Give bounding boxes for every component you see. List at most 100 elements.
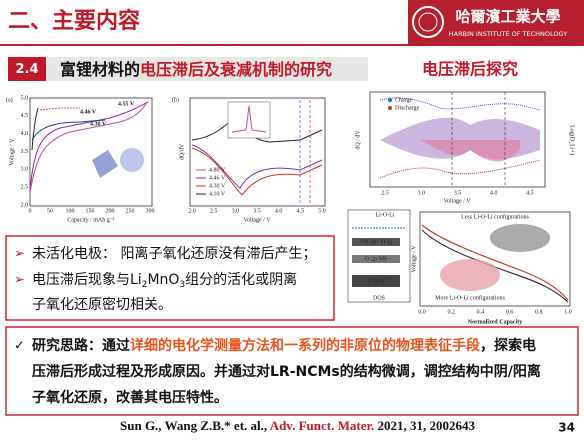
- figure-label: 4.5: [526, 190, 534, 196]
- curve: [31, 119, 106, 141]
- figure-label: 3.0: [418, 190, 426, 196]
- figure-label: 3.5: [253, 208, 261, 214]
- section-title-red: 电压滞后及衰减机制的研究: [140, 60, 332, 79]
- figure-c: dQ / dV Log(D_Li+) Voltage / V 2.5 3.0 3.5 4.0…: [355, 91, 576, 204]
- figure-label: 2.0: [21, 202, 29, 208]
- curve: [191, 147, 323, 196]
- figure-label: 0.0: [418, 309, 426, 315]
- approach-box: [5, 326, 579, 416]
- side-title: 电压滞后探究: [422, 60, 518, 79]
- figure-label: Li-O-Li: [376, 212, 395, 218]
- figure-label: 2.5: [21, 185, 29, 191]
- header-title: 二、主要内容: [8, 8, 140, 34]
- crystal-image: [120, 148, 144, 172]
- subscript: 2: [142, 280, 148, 290]
- citation: Sun G., Wang Z.B.* et. al., Adv. Funct. …: [120, 418, 476, 433]
- curve: [421, 224, 569, 301]
- figure-label: 1.0: [564, 309, 572, 315]
- figure-label: Capacity / mAh g⁻¹: [67, 217, 115, 223]
- band: [352, 275, 400, 287]
- structure-image: [440, 259, 500, 291]
- logo-emblem-inner: [418, 12, 438, 32]
- figure-label: 50: [47, 208, 53, 214]
- text-part: 电压滞后现象与Li: [32, 272, 142, 288]
- figure-label: 5.0: [318, 208, 326, 214]
- figure-label: 150: [86, 208, 95, 214]
- figure-frame: [419, 211, 571, 307]
- figure-label: 3.0: [21, 167, 29, 173]
- curve: [231, 105, 267, 133]
- curve: [31, 107, 39, 151]
- section-number: 2.4: [15, 62, 38, 77]
- logo-emblem: [412, 6, 444, 38]
- figure-label: Voltage / V: [9, 138, 15, 166]
- approach-text: 压滞后形成过程及形成原因。并通过对LR-NCMs的结构微调，调控结构中阴/阳离: [32, 363, 541, 380]
- figure-label: (a): [6, 96, 13, 103]
- figure-label: 3.5: [454, 190, 462, 196]
- curve: [379, 159, 541, 179]
- figure-label: 300: [146, 208, 155, 214]
- figure-label: 4.46 V: [209, 175, 226, 181]
- figure-label: Charge: [395, 97, 413, 103]
- figure-label: 4.46 V: [80, 109, 97, 115]
- curve: [39, 107, 80, 111]
- figure-label: 4.10 V: [209, 191, 226, 197]
- figure-label: 2.0: [188, 208, 196, 214]
- highlight: 详细的电化学测量方法和一系列的非原位的物理表征手段: [130, 337, 480, 354]
- points-box: [5, 235, 335, 321]
- approach-text: 研究思路：通过详细的电化学测量方法和一系列的非原位的物理表征手段，探索电: [32, 337, 536, 354]
- figure-b: (b) dQ/dV Voltage / V 2.0 2.5 3.0 3.5 4.0 4.5 5.0…: [172, 96, 326, 223]
- figure-label: 4.5: [297, 208, 305, 214]
- figure-label: 100: [66, 208, 75, 214]
- citation-journal: Adv. Funct. Mater.: [270, 418, 375, 433]
- figure-label: O 2p NB: [365, 256, 387, 262]
- shaded-area: [420, 140, 520, 162]
- figure-label: Normalized Capacity: [468, 319, 523, 325]
- point-text: 电压滞后现象与Li2MnO3组分的活化或阴离: [32, 271, 297, 290]
- figure-label: 0.4: [477, 309, 485, 315]
- curve: [421, 229, 569, 303]
- figure-label: 3.5: [21, 149, 29, 155]
- figure-label: 0.6: [506, 309, 514, 315]
- section-bar: [46, 57, 368, 81]
- curve: [29, 101, 149, 191]
- figure-label: Log(D_Li+): [569, 125, 576, 155]
- figure-label: Voltage / V: [411, 245, 417, 273]
- figure-label: Voltage / V: [243, 217, 271, 223]
- section-title: 富锂材料的电压滞后及衰减机制的研究: [60, 60, 332, 79]
- page-number: 34: [558, 421, 575, 435]
- figure-label: 4.55 V: [118, 101, 135, 107]
- figure-label: dQ/dV: [179, 143, 185, 160]
- bullet: ➢: [14, 273, 25, 288]
- figure-label: 0: [29, 208, 32, 214]
- figure-label: 0.2: [447, 309, 455, 315]
- figure-label: 2.5: [381, 190, 389, 196]
- figure-frame: [29, 97, 153, 207]
- text-part: 研究思路：通过: [32, 337, 130, 354]
- figure-label: Less Li-O-Li configurations: [461, 213, 529, 220]
- subscript: 3: [179, 280, 185, 290]
- figure-label: 4.30 V: [90, 121, 107, 127]
- figure-label: 2.5: [210, 208, 218, 214]
- crystal-image: [92, 150, 118, 178]
- figure-label: (b): [172, 96, 179, 103]
- curve: [379, 97, 541, 111]
- figure-label: dQ / dV: [355, 130, 361, 150]
- figure-label: TM 3d - O 2p: [359, 239, 392, 245]
- figure-e: Voltage / V Normalized Capacity 0.0 0.2 0.4 0…: [411, 211, 572, 325]
- figure-frame: [189, 97, 326, 207]
- text-part: MnO: [147, 272, 179, 288]
- figure-label: 4.80 V: [209, 167, 226, 173]
- figure-d: Li-O-Li TM 3d - O 2p O 2p NB O 2p σ DOS: [347, 209, 411, 303]
- structure-image: [490, 224, 550, 252]
- logo-en: HARBIN INSTITUTE OF TECHNOLOGY: [449, 30, 567, 38]
- bullet: ➢: [14, 247, 25, 262]
- curve: [29, 103, 147, 194]
- band: [352, 238, 400, 246]
- point-text: 未活化电极： 阳离子氧化还原没有滞后产生；: [32, 245, 316, 262]
- section-number-box: [8, 57, 46, 81]
- point-text: 子氧化还原密切相关。: [32, 296, 172, 313]
- figure-label: 0.8: [535, 309, 543, 315]
- figure-label: 5.0: [21, 95, 29, 101]
